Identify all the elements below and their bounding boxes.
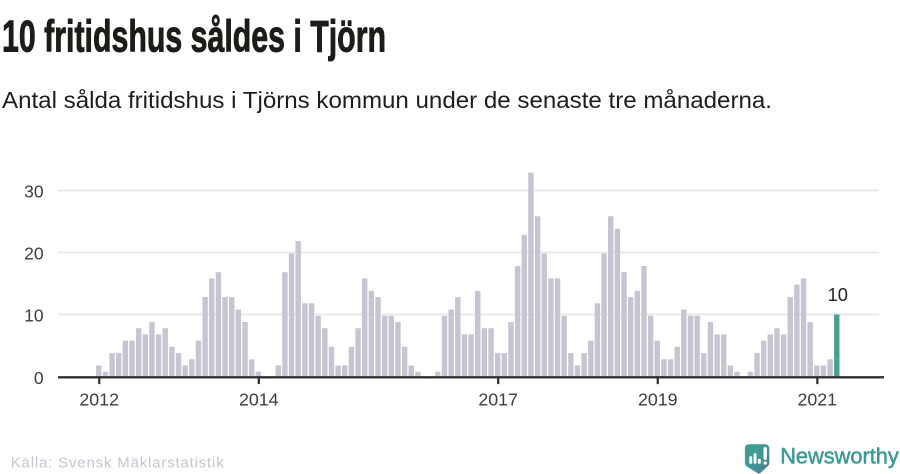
- svg-text:20: 20: [24, 243, 44, 263]
- svg-text:2012: 2012: [79, 389, 119, 409]
- svg-text:10: 10: [828, 284, 848, 305]
- svg-text:0: 0: [34, 368, 44, 388]
- svg-text:30: 30: [24, 182, 44, 202]
- svg-text:2021: 2021: [798, 389, 838, 409]
- svg-text:Antal sålda fritidshus i Tjörn: Antal sålda fritidshus i Tjörns kommun u…: [2, 87, 772, 113]
- svg-text:Newsworthy: Newsworthy: [780, 444, 899, 469]
- svg-text:Källa: Svensk Mäklarstatistik: Källa: Svensk Mäklarstatistik: [11, 455, 225, 472]
- svg-text:2019: 2019: [638, 389, 678, 409]
- svg-text:2017: 2017: [478, 389, 518, 409]
- svg-text:10: 10: [24, 305, 44, 325]
- svg-text:2014: 2014: [239, 389, 279, 409]
- svg-text:10 fritidshus såldes i Tjörn: 10 fritidshus såldes i Tjörn: [2, 13, 386, 62]
